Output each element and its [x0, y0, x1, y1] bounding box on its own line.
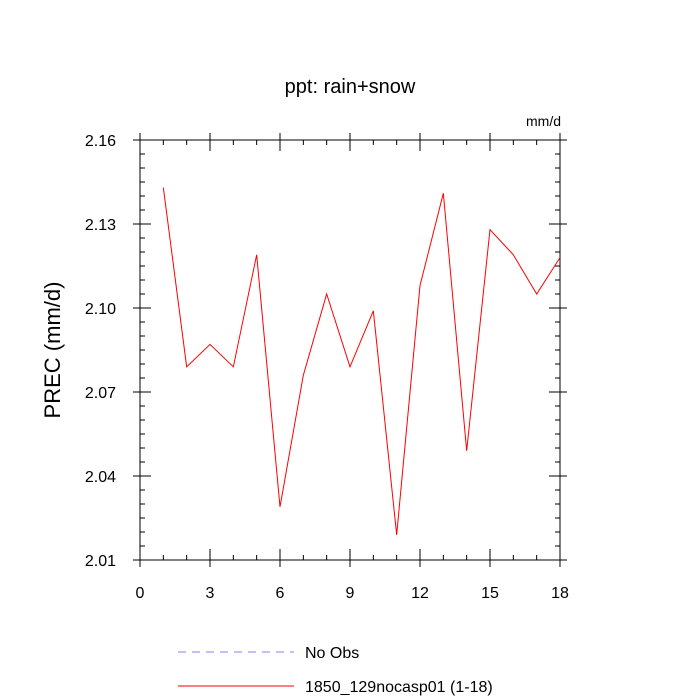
x-tick-label: 18	[551, 585, 569, 602]
x-tick-label: 3	[206, 585, 215, 602]
x-tick-label: 12	[411, 585, 429, 602]
y-tick-label: 2.07	[85, 385, 116, 402]
units-label: mm/d	[526, 113, 561, 129]
series-layer	[162, 187, 561, 535]
legend-label: 1850_129nocasp01 (1-18)	[305, 679, 493, 696]
plot-area	[139, 139, 561, 561]
ticks-layer: 0 3 6 9 12 15 18 2.01 2.04 2.07 2.10 2.13 2.16	[85, 133, 569, 602]
x-tick-label: 9	[346, 585, 355, 602]
x-tick-label: 6	[276, 585, 285, 602]
y-tick-label: 2.04	[85, 469, 116, 486]
legend: No Obs 1850_129nocasp01 (1-18)	[178, 645, 493, 696]
x-tick-label: 0	[136, 585, 145, 602]
series-line	[162, 187, 561, 535]
y-tick-label: 2.10	[85, 301, 116, 318]
x-tick-label: 15	[481, 585, 499, 602]
chart-title: ppt: rain+snow	[285, 76, 416, 98]
y-tick-label: 2.01	[85, 553, 116, 570]
y-tick-label: 2.16	[85, 133, 116, 150]
legend-label: No Obs	[305, 645, 359, 662]
y-tick-label: 2.13	[85, 217, 116, 234]
y-axis-label: PREC (mm/d)	[40, 282, 65, 419]
